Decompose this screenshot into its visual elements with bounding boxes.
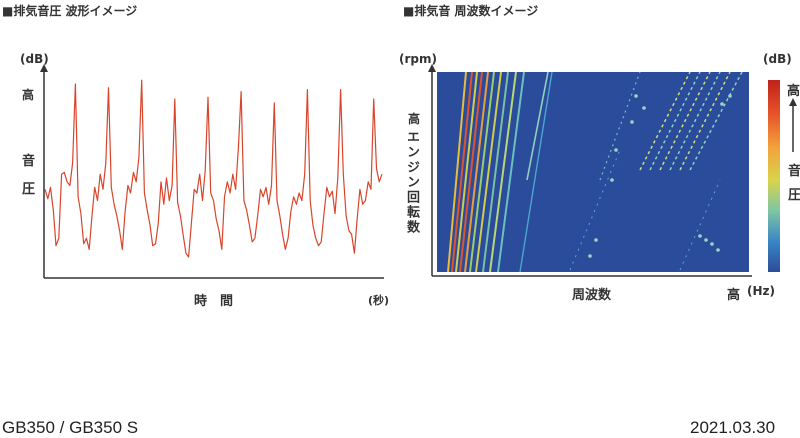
spectrum-spot xyxy=(698,234,702,238)
spectrum-spot xyxy=(630,120,634,124)
spectrum-x-label: 周波数 xyxy=(572,288,612,303)
spectrum-y-high-label: 高 xyxy=(408,112,421,126)
spectrum-order-line xyxy=(519,72,553,272)
spectrum-order-line xyxy=(447,72,467,272)
waveform-y-high-label: 高 xyxy=(22,88,35,102)
spectrum-spot xyxy=(728,94,732,98)
spectrum-order-line xyxy=(669,72,721,171)
spectrum-order-line xyxy=(489,72,517,272)
spectrum-order-line xyxy=(689,72,743,171)
spectrum-x-unit: (Hz) xyxy=(747,284,775,298)
waveform-unit-label: (dB) xyxy=(20,52,49,66)
spectrum-order-line xyxy=(679,179,721,271)
spectrum-spot xyxy=(642,106,646,110)
spectrum-spot xyxy=(588,254,592,258)
spectrum-order-line xyxy=(649,72,701,171)
spectrum-spot xyxy=(634,94,638,98)
legend-unit: (dB) xyxy=(763,52,792,66)
spectrum-order-line xyxy=(526,72,549,181)
legend-color-bar xyxy=(768,80,780,272)
footer-date: 2021.03.30 xyxy=(690,418,776,437)
spectrum-spot xyxy=(594,238,598,242)
spectrum-order-line xyxy=(569,149,621,271)
spectrum-order-line xyxy=(482,72,509,272)
spectrum-order-line xyxy=(455,72,478,272)
spectrum-y-label: エンジン回転数 xyxy=(404,130,419,235)
spectrum-spot xyxy=(610,178,614,182)
spectrum-order-line xyxy=(639,72,691,171)
spectrum-order-line xyxy=(459,72,483,272)
spectrum-order-line xyxy=(475,72,502,272)
waveform-title: ■排気音圧 波形イメージ xyxy=(2,4,138,18)
legend-arrow-head xyxy=(789,98,797,106)
spectrum-spot xyxy=(720,102,724,106)
legend-label-1: 音 xyxy=(788,164,800,179)
footer-model: GB350 / GB350 S xyxy=(2,418,139,437)
waveform-y-axis-arrow xyxy=(40,64,48,72)
legend-high-label: 高 xyxy=(787,84,800,99)
spectrum-order-line xyxy=(599,72,641,181)
waveform-x-label: 時 間 xyxy=(194,294,234,309)
spectrum-order-line xyxy=(679,72,731,171)
waveform-x-unit: (秒) xyxy=(368,294,390,307)
spectrum-spot xyxy=(716,248,720,252)
waveform-y-label-1: 音 xyxy=(22,154,36,169)
spectrum-spot xyxy=(614,148,618,152)
spectrum-spot xyxy=(704,238,708,242)
spectrum-order-line xyxy=(464,72,489,272)
spectrum-spot xyxy=(710,242,714,246)
spectrum-order-line xyxy=(469,72,495,272)
waveform-y-label-2: 圧 xyxy=(22,182,36,197)
spectrum-x-high-label: 高 xyxy=(727,288,741,303)
spectrum-order-line xyxy=(451,72,473,272)
spectrum-order-line xyxy=(497,72,525,272)
waveform-series-line xyxy=(44,79,383,258)
spectrum-y-unit: (rpm) xyxy=(399,52,437,66)
legend-label-2: 圧 xyxy=(788,188,800,203)
spectrum-order-line xyxy=(659,72,711,171)
spectrum-title: ■排気音 周波数イメージ xyxy=(403,4,539,18)
spectrum-y-axis-arrow xyxy=(428,64,436,72)
